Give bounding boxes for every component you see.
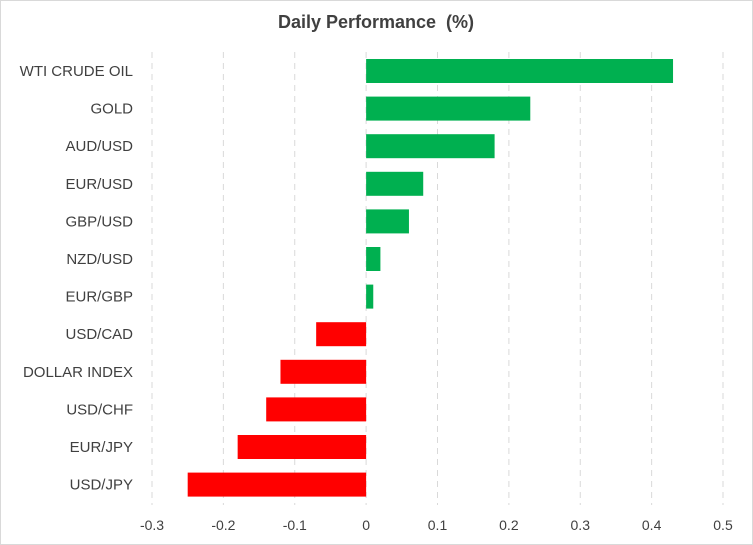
bar-nzd-usd	[366, 247, 381, 271]
bar-gbp-usd	[366, 209, 409, 234]
category-label: USD/CAD	[65, 326, 133, 343]
bar-wti-crude-oil	[366, 59, 674, 83]
category-label: GOLD	[90, 101, 133, 118]
bar-usd-jpy	[187, 472, 367, 497]
category-label: GBP/USD	[65, 213, 133, 230]
category-label: EUR/GBP	[65, 289, 133, 306]
x-tick-label: 0.4	[642, 517, 662, 533]
bar-dollar-index	[280, 359, 367, 384]
category-label: WTI CRUDE OIL	[20, 63, 133, 80]
x-tick-label: 0.2	[499, 517, 519, 533]
x-tick-label: -0.3	[140, 517, 164, 533]
category-label: DOLLAR INDEX	[23, 364, 133, 381]
x-tick-label: 0.5	[713, 517, 733, 533]
category-label: NZD/USD	[66, 251, 133, 268]
category-labels: WTI CRUDE OIL GOLD AUD/USD EUR/USD GBP/USD NZ…	[20, 63, 134, 494]
category-label: EUR/JPY	[70, 439, 133, 456]
category-label: USD/JPY	[70, 477, 133, 494]
bar-gold	[366, 96, 531, 121]
x-tick-label: 0.1	[428, 517, 448, 533]
x-tick-label: -0.2	[211, 517, 235, 533]
chart-title: Daily Performance (%)	[278, 12, 474, 32]
category-label: EUR/USD	[65, 176, 133, 193]
bar-usd-chf	[266, 397, 367, 422]
x-tick-label: -0.1	[283, 517, 307, 533]
grid-lines	[151, 52, 724, 505]
bar-eur-gbp	[366, 284, 374, 309]
category-label: USD/CHF	[66, 401, 133, 418]
bar-usd-cad	[316, 322, 367, 347]
x-tick-label: 0	[362, 517, 370, 533]
bar-eur-jpy	[237, 435, 367, 459]
bar-eur-usd	[366, 171, 424, 196]
x-axis-tick-labels: -0.3 -0.2 -0.1 0 0.1 0.2 0.3 0.4 0.5	[140, 517, 733, 533]
bars	[187, 59, 674, 497]
bar-aud-usd	[366, 134, 495, 159]
category-label: AUD/USD	[65, 138, 133, 155]
x-tick-label: 0.3	[571, 517, 591, 533]
